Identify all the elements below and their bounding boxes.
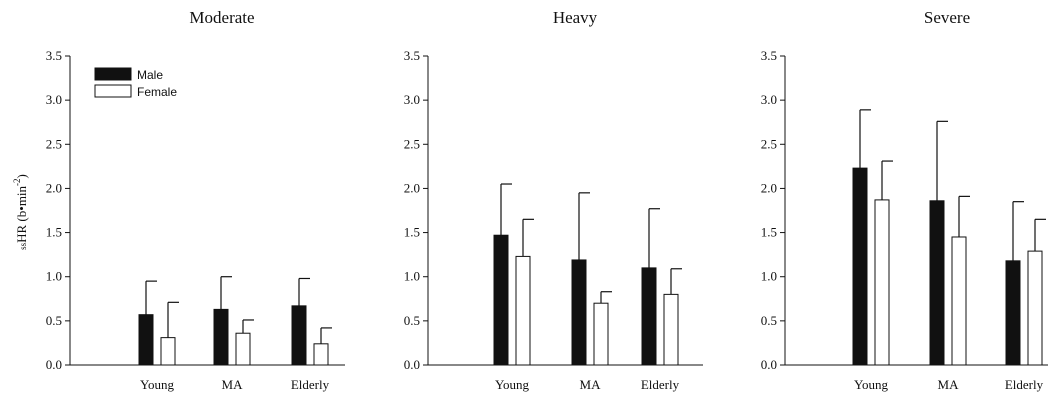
y-tick-label: 1.5 bbox=[761, 225, 777, 240]
bar-female-ma bbox=[951, 236, 967, 366]
y-axis-label-suffix: ) bbox=[14, 174, 29, 178]
bar-female-young bbox=[515, 255, 531, 366]
bar-female-ma bbox=[593, 302, 609, 366]
bar-female-young bbox=[160, 337, 176, 366]
legend-label-male: Male bbox=[137, 68, 163, 82]
y-tick-label: 0.0 bbox=[761, 357, 777, 372]
y-tick-label: 3.5 bbox=[404, 48, 420, 63]
y-axis-label-prefix: ss bbox=[18, 242, 28, 250]
svg-text:ssHR (b•min-2): ssHR (b•min-2) bbox=[12, 174, 29, 250]
y-tick-label: 1.5 bbox=[46, 225, 62, 240]
category-label-elderly: Elderly bbox=[291, 377, 330, 392]
bar-male-ma bbox=[929, 200, 945, 366]
panel-title: Moderate bbox=[189, 8, 254, 27]
category-label-young: Young bbox=[140, 377, 175, 392]
bar-male-ma bbox=[213, 308, 229, 366]
panel-heavy: Heavy 0.0 0.5 1.0 1.5 2.0 2.5 3.0 3.5 Young MA Elde… bbox=[404, 8, 703, 392]
panel-title: Severe bbox=[924, 8, 970, 27]
y-tick-label: 0.5 bbox=[761, 313, 777, 328]
y-tick-label: 0.5 bbox=[46, 313, 62, 328]
bar-male-ma bbox=[571, 259, 587, 366]
bar-female-young bbox=[874, 199, 890, 366]
bar-female-ma bbox=[235, 332, 251, 366]
category-label-ma: MA bbox=[580, 377, 602, 392]
y-axis-label: ssHR (b•min-2) bbox=[12, 174, 29, 250]
y-tick-label: 3.0 bbox=[404, 92, 420, 107]
bar-male-elderly bbox=[291, 305, 307, 366]
legend: Male Female bbox=[94, 67, 177, 99]
bar-female-elderly bbox=[313, 343, 329, 366]
category-label-ma: MA bbox=[222, 377, 244, 392]
y-tick-label: 0.5 bbox=[404, 313, 420, 328]
bar-female-elderly bbox=[663, 293, 679, 366]
category-label-ma: MA bbox=[938, 377, 960, 392]
bar-male-elderly bbox=[641, 267, 657, 366]
category-label-young: Young bbox=[854, 377, 889, 392]
y-tick-label: 1.5 bbox=[404, 225, 420, 240]
y-tick-label: 1.0 bbox=[761, 269, 777, 284]
bar-female-elderly bbox=[1027, 250, 1043, 366]
y-tick-label: 2.0 bbox=[404, 180, 420, 195]
panel-title: Heavy bbox=[553, 8, 598, 27]
y-axis-label-main: HR (b•min bbox=[14, 185, 29, 242]
legend-swatch-male bbox=[94, 67, 132, 81]
y-tick-label: 3.5 bbox=[761, 48, 777, 63]
category-label-elderly: Elderly bbox=[641, 377, 680, 392]
legend-swatch-female bbox=[94, 84, 132, 98]
category-label-young: Young bbox=[495, 377, 530, 392]
panel-moderate: Moderate 0.0 0.5 1.0 1.5 2.0 2.5 3.0 3.5 Young MA E… bbox=[46, 8, 345, 392]
y-tick-label: 3.0 bbox=[46, 92, 62, 107]
category-label-elderly: Elderly bbox=[1005, 377, 1044, 392]
y-tick-label: 2.5 bbox=[404, 136, 420, 151]
y-tick-label: 2.5 bbox=[46, 136, 62, 151]
y-tick-label: 2.0 bbox=[761, 180, 777, 195]
bar-male-elderly bbox=[1005, 260, 1021, 366]
bar-male-young bbox=[852, 167, 868, 366]
y-tick-label: 0.0 bbox=[404, 357, 420, 372]
y-tick-label: 2.0 bbox=[46, 180, 62, 195]
y-tick-label: 3.0 bbox=[761, 92, 777, 107]
y-axis-label-exponent: -2 bbox=[12, 178, 22, 186]
legend-label-female: Female bbox=[137, 85, 177, 99]
y-tick-label: 0.0 bbox=[46, 357, 62, 372]
y-tick-label: 2.5 bbox=[761, 136, 777, 151]
y-tick-label: 3.5 bbox=[46, 48, 62, 63]
y-tick-label: 1.0 bbox=[404, 269, 420, 284]
bar-male-young bbox=[493, 234, 509, 366]
y-tick-label: 1.0 bbox=[46, 269, 62, 284]
panel-severe: Severe 0.0 0.5 1.0 1.5 2.0 2.5 3.0 3.5 Young MA Eld… bbox=[761, 8, 1048, 392]
bar-male-young bbox=[138, 314, 154, 366]
